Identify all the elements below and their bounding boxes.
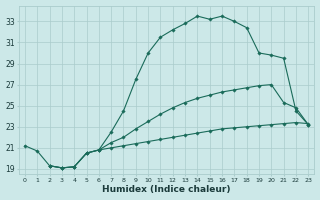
X-axis label: Humidex (Indice chaleur): Humidex (Indice chaleur) (102, 185, 231, 194)
